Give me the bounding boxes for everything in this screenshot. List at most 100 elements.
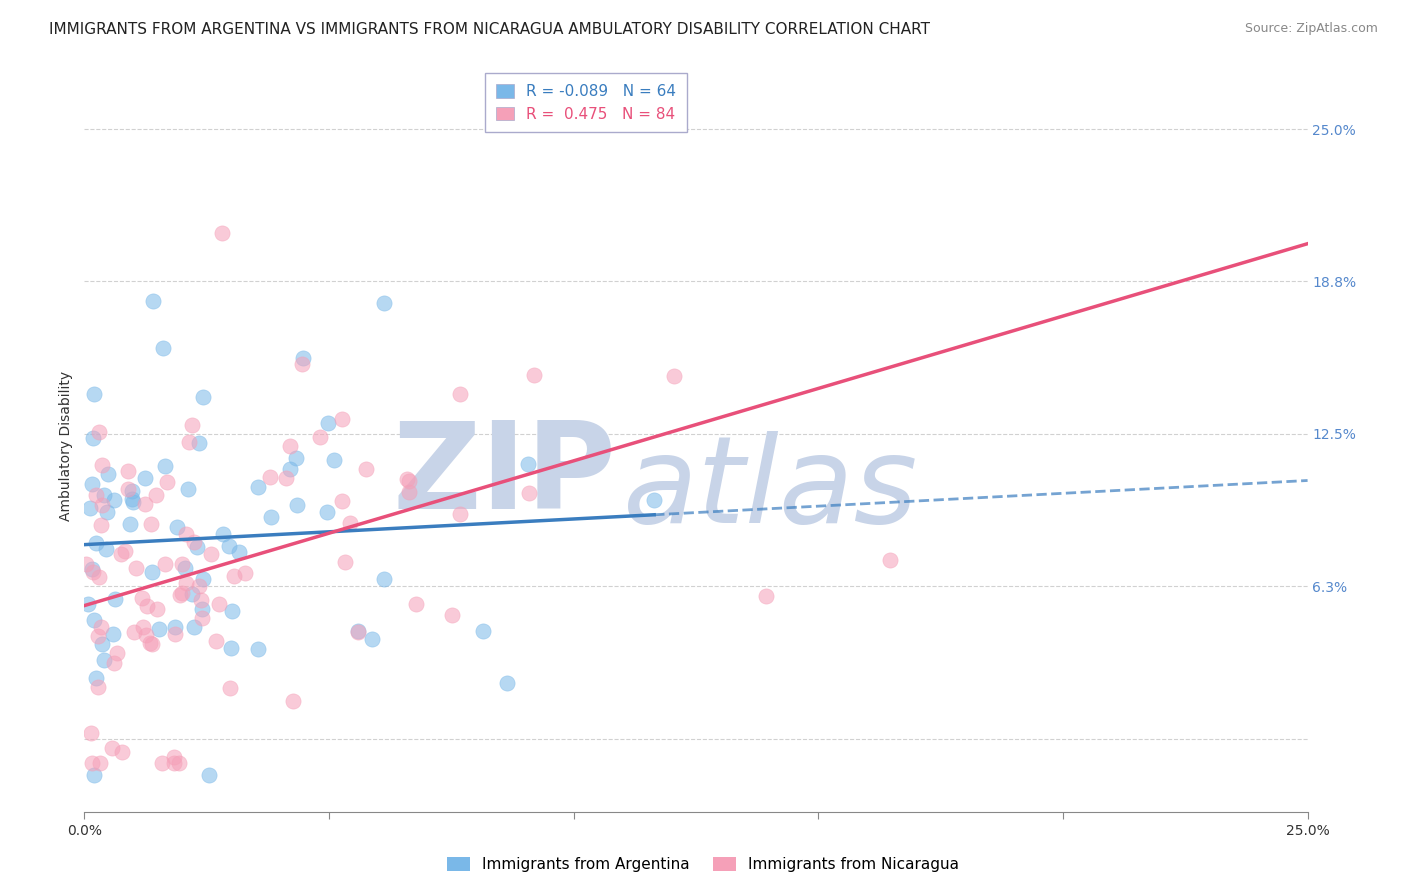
Text: IMMIGRANTS FROM ARGENTINA VS IMMIGRANTS FROM NICARAGUA AMBULATORY DISABILITY COR: IMMIGRANTS FROM ARGENTINA VS IMMIGRANTS … bbox=[49, 22, 931, 37]
Point bbox=[643, 492, 665, 507]
Point bbox=[86, 680, 108, 694]
Point bbox=[183, 535, 205, 549]
Point bbox=[141, 566, 163, 580]
Point bbox=[180, 418, 202, 433]
Point bbox=[86, 488, 108, 502]
Point bbox=[285, 451, 308, 466]
Point bbox=[82, 756, 104, 770]
Point bbox=[607, 117, 630, 131]
Point bbox=[83, 613, 105, 627]
Point bbox=[84, 671, 107, 685]
Point bbox=[166, 520, 188, 534]
Point bbox=[193, 572, 215, 586]
Point bbox=[134, 496, 156, 510]
Legend: R = -0.089   N = 64, R =  0.475   N = 84: R = -0.089 N = 64, R = 0.475 N = 84 bbox=[485, 73, 688, 132]
Point bbox=[218, 539, 240, 553]
Point bbox=[188, 436, 211, 450]
Point bbox=[132, 620, 155, 634]
Point bbox=[80, 726, 103, 740]
Point bbox=[86, 629, 108, 643]
Point bbox=[82, 565, 104, 579]
Point bbox=[472, 624, 495, 638]
Point bbox=[191, 390, 214, 404]
Point bbox=[247, 642, 270, 657]
Legend: Immigrants from Argentina, Immigrants from Nicaragua: Immigrants from Argentina, Immigrants fr… bbox=[440, 849, 966, 880]
Point bbox=[104, 592, 127, 607]
Point bbox=[190, 593, 212, 607]
Point bbox=[165, 627, 187, 641]
Point bbox=[135, 627, 157, 641]
Point bbox=[96, 505, 118, 519]
Point bbox=[177, 435, 200, 450]
Point bbox=[221, 604, 243, 618]
Point bbox=[90, 499, 112, 513]
Point bbox=[333, 555, 356, 569]
Point bbox=[82, 431, 104, 445]
Point bbox=[163, 750, 186, 764]
Point bbox=[110, 547, 132, 561]
Point bbox=[163, 620, 186, 634]
Point bbox=[170, 586, 193, 600]
Point bbox=[93, 488, 115, 502]
Point bbox=[117, 464, 139, 478]
Point bbox=[228, 545, 250, 559]
Point bbox=[211, 226, 233, 240]
Text: atlas: atlas bbox=[623, 432, 918, 549]
Point bbox=[517, 485, 540, 500]
Point bbox=[117, 482, 139, 496]
Point bbox=[309, 429, 332, 443]
Point bbox=[449, 507, 471, 521]
Point bbox=[208, 597, 231, 611]
Point bbox=[125, 561, 148, 575]
Point bbox=[91, 458, 114, 472]
Point bbox=[354, 462, 377, 476]
Point bbox=[90, 637, 112, 651]
Point bbox=[121, 491, 143, 506]
Point bbox=[755, 590, 778, 604]
Point bbox=[200, 547, 222, 561]
Point bbox=[103, 492, 125, 507]
Point bbox=[100, 741, 122, 756]
Point bbox=[235, 566, 257, 580]
Point bbox=[146, 601, 169, 615]
Point bbox=[347, 624, 370, 639]
Point bbox=[90, 517, 112, 532]
Point bbox=[150, 756, 173, 770]
Point bbox=[398, 474, 420, 488]
Point bbox=[84, 536, 107, 550]
Point bbox=[82, 477, 104, 491]
Point bbox=[219, 681, 242, 695]
Point bbox=[259, 469, 281, 483]
Point bbox=[274, 471, 297, 485]
Point bbox=[174, 561, 197, 575]
Point bbox=[93, 653, 115, 667]
Point bbox=[80, 562, 103, 576]
Point bbox=[152, 341, 174, 355]
Point bbox=[322, 452, 344, 467]
Point bbox=[167, 756, 190, 770]
Point bbox=[89, 756, 111, 770]
Point bbox=[139, 636, 162, 650]
Point bbox=[141, 637, 163, 651]
Point bbox=[198, 768, 221, 782]
Point bbox=[148, 623, 170, 637]
Point bbox=[142, 293, 165, 308]
Point bbox=[111, 746, 134, 760]
Point bbox=[316, 416, 339, 430]
Point bbox=[440, 607, 463, 622]
Point bbox=[121, 495, 143, 509]
Point bbox=[83, 386, 105, 401]
Point bbox=[177, 483, 200, 497]
Point bbox=[246, 480, 269, 494]
Point bbox=[260, 509, 283, 524]
Point bbox=[163, 756, 186, 770]
Point bbox=[219, 640, 242, 655]
Text: ZIP: ZIP bbox=[392, 417, 616, 533]
Point bbox=[79, 500, 101, 515]
Point bbox=[75, 557, 97, 571]
Point bbox=[224, 569, 246, 583]
Point bbox=[396, 472, 419, 486]
Point bbox=[174, 527, 197, 541]
Point bbox=[141, 517, 163, 532]
Point bbox=[191, 611, 214, 625]
